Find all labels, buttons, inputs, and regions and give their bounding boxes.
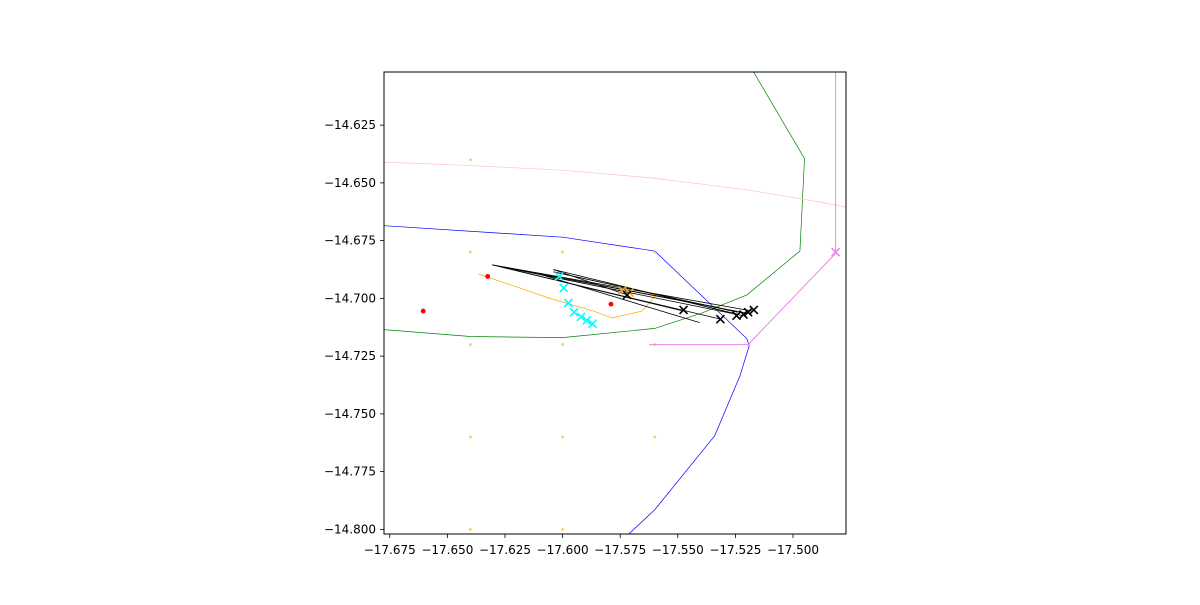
y-tick-label: −14.750: [324, 407, 376, 421]
x-tick-label: −17.500: [767, 543, 819, 557]
point-dot-0-11: [561, 527, 564, 531]
x-tick-label: −17.675: [364, 543, 416, 557]
point-dot-1-1: [485, 274, 491, 279]
boundary-line-0: [384, 225, 750, 534]
point-x-2-0: [554, 271, 564, 282]
point-x-2-5: [582, 315, 592, 325]
y-tick-label: −14.800: [324, 522, 376, 536]
point-dot-0-5: [561, 343, 564, 346]
x-tick-label: −17.650: [421, 543, 473, 557]
point-dot-0-4: [469, 343, 472, 346]
point-x-4-0: [622, 290, 632, 300]
point-x-5-0: [831, 247, 841, 257]
point-x-4-2: [715, 314, 725, 324]
point-dot-0-8: [561, 435, 564, 439]
point-x-2-2: [563, 298, 573, 308]
y-tick-label: −14.625: [324, 118, 376, 132]
point-x-4-1: [678, 305, 689, 315]
track-segment-6: [553, 269, 628, 296]
point-x-4-3: [731, 311, 742, 321]
point-x-4-6: [749, 305, 759, 315]
point-x-2-3: [569, 307, 579, 317]
point-dot-1-2: [608, 301, 614, 307]
track-segment-2: [492, 264, 744, 317]
x-axis: −17.675 −17.650 −17.625 −17.600 −17.575 −17.5…: [364, 534, 819, 557]
track-segment-5: [539, 273, 700, 324]
point-dot-0-10: [469, 527, 472, 531]
y-tick-label: −14.700: [324, 291, 376, 305]
point-x-2-6: [587, 319, 598, 329]
y-tick-label: −14.725: [324, 349, 376, 363]
y-axis: −14.625 −14.650 −14.675 −14.700 −14.725 −14.7…: [324, 118, 384, 536]
point-dot-0-3: [653, 250, 657, 254]
x-tick-label: −17.525: [709, 543, 761, 557]
boundary-line-3: [384, 161, 846, 208]
point-dot-0-0: [469, 158, 472, 162]
point-dot-0-6: [653, 343, 657, 346]
y-tick-label: −14.675: [324, 234, 376, 248]
track-segment-4: [516, 270, 684, 312]
y-tick-label: −14.775: [324, 465, 376, 479]
point-x-4-5: [743, 307, 753, 317]
y-tick-label: −14.650: [324, 176, 376, 190]
point-dot-1-0: [420, 308, 426, 314]
x-tick-label: −17.625: [479, 543, 531, 557]
boundary-line-1: [384, 72, 805, 339]
plot-frame: [383, 71, 847, 535]
plot-area: [384, 72, 846, 534]
x-tick-label: −17.550: [652, 543, 704, 557]
point-x-4-4: [738, 309, 749, 320]
point-x-2-1: [559, 283, 569, 293]
point-dot-0-9: [653, 435, 657, 439]
point-x-2-4: [576, 312, 586, 322]
track-segment-9: [553, 271, 738, 313]
point-dot-0-2: [561, 250, 564, 254]
x-tick-label: −17.575: [594, 543, 646, 557]
point-dot-0-1: [469, 250, 472, 254]
x-tick-label: −17.600: [537, 543, 589, 557]
track-segment-8: [504, 266, 720, 309]
point-dot-0-7: [469, 435, 472, 439]
boundary-line-4: [648, 72, 837, 346]
